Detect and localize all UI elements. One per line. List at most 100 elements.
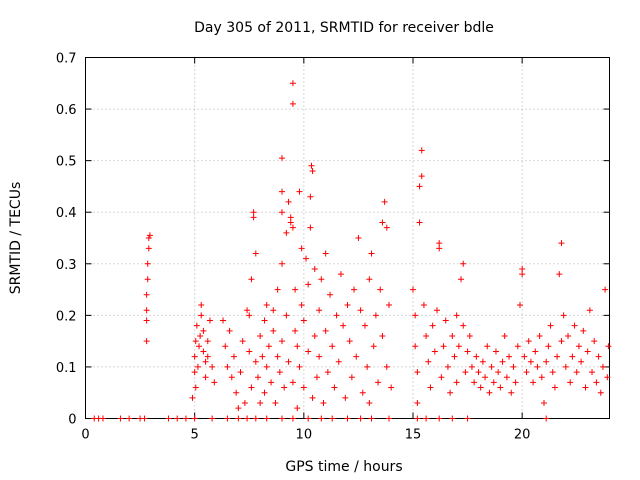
data-point	[274, 286, 281, 293]
data-point	[525, 338, 532, 345]
data-point	[602, 286, 609, 293]
data-point	[189, 394, 196, 401]
data-point	[198, 312, 205, 319]
data-point	[144, 276, 151, 283]
data-point	[196, 343, 203, 350]
data-point	[202, 374, 209, 381]
data-point	[228, 374, 235, 381]
data-point	[333, 312, 340, 319]
data-point	[466, 332, 473, 339]
data-point	[351, 286, 358, 293]
data-point	[250, 214, 257, 221]
data-point	[141, 415, 148, 422]
data-point	[375, 379, 382, 386]
data-point	[499, 358, 506, 365]
data-point	[516, 302, 523, 309]
data-point	[322, 250, 329, 257]
data-point	[442, 317, 449, 324]
data-point	[198, 302, 205, 309]
x-tick-label: 10	[296, 428, 313, 443]
data-point	[449, 332, 456, 339]
data-point	[309, 394, 316, 401]
data-point	[370, 343, 377, 350]
data-point	[174, 415, 181, 422]
data-point	[200, 348, 207, 355]
data-point	[593, 379, 600, 386]
data-point	[543, 358, 550, 365]
data-point	[143, 307, 150, 314]
data-point	[263, 363, 270, 370]
data-point	[283, 312, 290, 319]
data-point	[287, 219, 294, 226]
data-point	[211, 379, 218, 386]
data-point	[482, 374, 489, 381]
data-point	[571, 322, 578, 329]
data-point	[222, 343, 229, 350]
data-point	[287, 214, 294, 221]
y-tick-label: 0.2	[56, 309, 77, 324]
data-point	[308, 162, 315, 169]
data-point	[589, 369, 596, 376]
data-point	[265, 343, 272, 350]
data-point	[458, 276, 465, 283]
data-point	[259, 353, 266, 360]
data-point	[224, 363, 231, 370]
data-point	[305, 415, 312, 422]
data-point	[388, 384, 395, 391]
data-point	[541, 400, 547, 407]
data-point	[233, 389, 240, 396]
data-point	[279, 155, 285, 162]
data-point	[311, 265, 318, 272]
data-point	[274, 353, 281, 360]
data-point	[226, 327, 233, 334]
data-point	[289, 100, 296, 107]
data-point	[423, 415, 430, 422]
data-point	[423, 332, 430, 339]
data-point	[545, 343, 552, 350]
data-point	[357, 415, 364, 422]
data-point	[366, 276, 373, 283]
y-tick-label: 0.7	[56, 52, 77, 67]
data-point	[488, 363, 495, 370]
data-point	[204, 338, 211, 345]
data-point	[296, 188, 303, 195]
data-point	[294, 343, 301, 350]
data-point	[543, 415, 550, 422]
data-point	[429, 322, 436, 329]
data-point	[235, 405, 242, 412]
data-point	[464, 415, 471, 422]
data-point	[434, 307, 441, 314]
data-point	[289, 80, 296, 87]
data-point	[565, 332, 572, 339]
data-point	[368, 415, 375, 422]
data-point	[246, 348, 253, 355]
data-point	[495, 369, 502, 376]
data-point	[300, 317, 307, 324]
data-point	[355, 235, 362, 241]
data-point	[348, 374, 355, 381]
data-point	[604, 374, 611, 381]
data-point	[279, 209, 285, 216]
data-point	[268, 379, 275, 386]
data-point	[311, 332, 318, 339]
data-point	[578, 358, 585, 365]
data-point	[431, 348, 438, 355]
data-point	[453, 312, 460, 319]
data-point	[534, 363, 541, 370]
data-point	[342, 394, 349, 401]
y-tick-label: 0.1	[56, 361, 77, 376]
data-point	[279, 188, 285, 195]
data-point	[235, 415, 242, 422]
data-point	[436, 415, 443, 422]
data-point	[252, 250, 259, 257]
data-point	[285, 198, 292, 205]
data-point	[313, 374, 320, 381]
chart-title: Day 305 of 2011, SRMTID for receiver bdl…	[194, 20, 494, 36]
data-point	[438, 374, 445, 381]
data-point	[252, 358, 259, 365]
data-point	[357, 307, 364, 314]
data-point	[239, 338, 246, 345]
data-point	[364, 363, 371, 370]
data-point	[506, 353, 513, 360]
data-point	[383, 224, 390, 231]
